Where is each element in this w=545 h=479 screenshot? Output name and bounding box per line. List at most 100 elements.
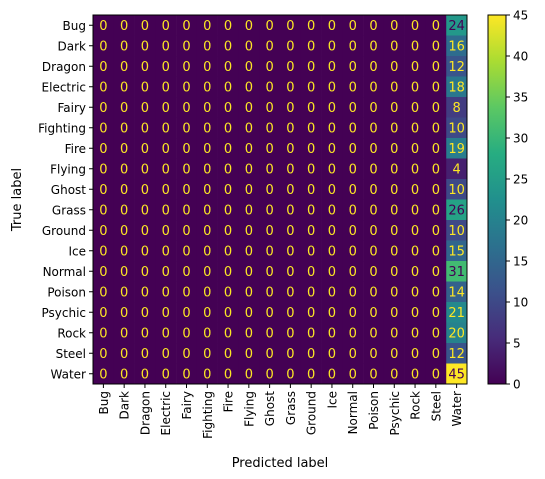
y-tick-label: Poison	[47, 285, 86, 299]
heatmap-cell	[259, 220, 281, 241]
cell-value-label: 0	[224, 60, 232, 75]
heatmap-cell	[155, 35, 177, 57]
heatmap-cell	[280, 56, 302, 77]
cell-value-label: 0	[162, 183, 170, 198]
heatmap-cell	[280, 138, 302, 159]
heatmap-cell	[425, 117, 447, 139]
heatmap-cell	[404, 117, 426, 139]
heatmap-cell	[383, 35, 405, 57]
cell-value-label: 0	[411, 203, 419, 218]
cell-value-label: 10	[448, 183, 465, 198]
cell-value-label: 0	[328, 203, 336, 218]
heatmap-cell	[196, 117, 218, 139]
heatmap-cell	[446, 240, 468, 262]
heatmap-cell	[176, 76, 198, 98]
cell-value-label: 0	[245, 101, 253, 116]
cell-value-label: 0	[411, 285, 419, 300]
heatmap-cell	[383, 343, 405, 364]
heatmap-cell	[321, 220, 343, 241]
cell-value-label: 0	[349, 19, 357, 34]
heatmap-cell	[321, 15, 343, 36]
heatmap-cell	[342, 261, 364, 282]
heatmap-cell	[217, 179, 239, 200]
heatmap-cell	[196, 138, 218, 159]
cell-value-label: 0	[265, 60, 273, 75]
heatmap-cell	[280, 302, 302, 323]
heatmap-cell	[446, 179, 468, 200]
heatmap-cell	[321, 240, 343, 262]
heatmap-cell	[238, 15, 260, 36]
heatmap-cell	[363, 158, 385, 180]
cell-value-label: 0	[432, 121, 440, 136]
heatmap-cell	[217, 158, 239, 180]
cell-value-label: 0	[286, 39, 294, 54]
heatmap-cell	[280, 220, 302, 241]
heatmap-cell	[134, 261, 156, 282]
cell-value-label: 0	[369, 19, 377, 34]
heatmap-cell	[383, 179, 405, 200]
heatmap-cell	[300, 35, 322, 57]
heatmap-cell	[404, 240, 426, 262]
heatmap-cell	[383, 76, 405, 98]
cell-value-label: 0	[99, 162, 107, 177]
cell-value-label: 0	[349, 244, 357, 259]
heatmap-cell	[259, 199, 281, 221]
heatmap-cell	[404, 76, 426, 98]
heatmap-cell	[196, 240, 218, 262]
cell-value-label: 0	[411, 183, 419, 198]
cell-value-label: 0	[369, 80, 377, 95]
cell-value-label: 0	[307, 142, 315, 157]
cell-value-label: 0	[349, 306, 357, 321]
cell-value-label: 0	[224, 203, 232, 218]
heatmap-cell	[259, 35, 281, 57]
heatmap-cell	[259, 117, 281, 139]
cell-value-label: 0	[245, 285, 253, 300]
cell-value-label: 0	[432, 39, 440, 54]
cell-value-label: 0	[203, 80, 211, 95]
heatmap-cell	[113, 117, 135, 139]
cell-value-label: 21	[448, 306, 465, 321]
heatmap-cell	[383, 240, 405, 262]
cell-value-label: 0	[182, 326, 190, 341]
heatmap-cell	[134, 158, 156, 180]
cell-value-label: 0	[162, 347, 170, 362]
cell-value-label: 0	[328, 265, 336, 280]
x-tick-label: Fire	[222, 391, 236, 412]
cell-value-label: 0	[307, 285, 315, 300]
heatmap-cell	[300, 117, 322, 139]
heatmap-cell	[93, 56, 115, 77]
cell-value-label: 0	[203, 347, 211, 362]
heatmap-cell	[176, 158, 198, 180]
heatmap-cell	[238, 117, 260, 139]
cell-value-label: 0	[141, 265, 149, 280]
colorbar-tick-label: 35	[513, 91, 528, 105]
heatmap-cell	[134, 76, 156, 98]
heatmap-cell	[363, 35, 385, 57]
cell-value-label: 0	[182, 101, 190, 116]
cell-value-label: 0	[99, 306, 107, 321]
cell-value-label: 0	[265, 265, 273, 280]
cell-value-label: 0	[307, 19, 315, 34]
cell-value-label: 0	[328, 142, 336, 157]
cell-value-label: 0	[224, 244, 232, 259]
cell-value-label: 0	[328, 347, 336, 362]
heatmap-cell	[383, 261, 405, 282]
cell-value-label: 0	[328, 19, 336, 34]
x-tick-label: Flying	[242, 391, 256, 427]
heatmap-cell	[363, 302, 385, 323]
heatmap-cell	[196, 343, 218, 364]
heatmap-cell	[259, 322, 281, 344]
heatmap-cell	[425, 199, 447, 221]
heatmap-cell	[196, 261, 218, 282]
y-axis-ticks: Bug Dark Dragon Electric Fairy Fighting Fire Fl…	[38, 19, 93, 381]
heatmap-cell	[342, 281, 364, 303]
heatmap-cell	[383, 158, 405, 180]
cell-value-label: 0	[411, 306, 419, 321]
heatmap-cell	[446, 158, 468, 180]
cell-value-label: 31	[448, 265, 465, 280]
cell-value-label: 0	[369, 306, 377, 321]
cell-value-label: 0	[162, 162, 170, 177]
cell-value-label: 0	[245, 367, 253, 382]
cell-value-label: 0	[349, 162, 357, 177]
heatmap-cell	[93, 138, 115, 159]
